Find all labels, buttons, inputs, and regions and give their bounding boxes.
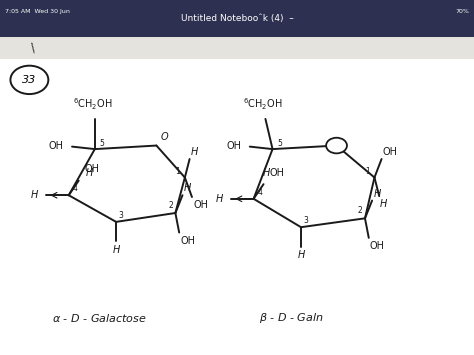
Text: OH: OH [383, 147, 398, 157]
Text: H: H [112, 245, 120, 255]
Text: OH: OH [49, 141, 64, 151]
Text: H: H [374, 189, 381, 199]
Text: H: H [30, 190, 38, 200]
Text: 1: 1 [365, 167, 370, 176]
Text: H: H [85, 168, 93, 178]
Text: 4: 4 [257, 188, 262, 197]
Text: OH: OH [180, 236, 195, 246]
Text: $\beta$ - $\mathit{D}$ - Galn: $\beta$ - $\mathit{D}$ - Galn [259, 311, 324, 325]
Text: H: H [263, 168, 271, 178]
Text: 4: 4 [73, 184, 77, 193]
Text: /: / [28, 41, 38, 55]
Text: $\alpha$ - $\mathit{D}$ - Galactose: $\alpha$ - $\mathit{D}$ - Galactose [52, 312, 147, 324]
Text: 3: 3 [303, 216, 308, 225]
Text: H: H [191, 147, 198, 157]
Text: 3: 3 [118, 211, 123, 220]
Text: Untitled Notebooˆk (4)  –: Untitled Notebooˆk (4) – [181, 14, 293, 23]
Text: H: H [184, 184, 191, 193]
Text: O: O [160, 132, 168, 142]
Text: H: H [380, 199, 388, 209]
Text: 5: 5 [100, 139, 104, 148]
Text: H: H [215, 194, 223, 204]
Circle shape [326, 138, 347, 153]
Text: 2: 2 [358, 207, 363, 215]
Text: OH: OH [193, 200, 209, 209]
Text: 2: 2 [168, 201, 173, 210]
Text: $^6$CH$_2$OH: $^6$CH$_2$OH [73, 96, 112, 112]
Text: 70%: 70% [456, 9, 469, 14]
Text: 5: 5 [277, 139, 282, 148]
Text: $^6$CH$_2$OH: $^6$CH$_2$OH [243, 96, 283, 112]
Text: OH: OH [370, 241, 385, 251]
Text: 7:05 AM  Wed 30 Jun: 7:05 AM Wed 30 Jun [5, 9, 70, 14]
Text: H: H [297, 250, 305, 260]
FancyBboxPatch shape [0, 0, 474, 37]
Text: 1: 1 [175, 167, 180, 176]
Text: OH: OH [269, 168, 284, 178]
FancyBboxPatch shape [0, 37, 474, 59]
Text: OH: OH [227, 141, 242, 151]
Text: 33: 33 [22, 75, 36, 85]
Text: OH: OH [84, 164, 100, 174]
